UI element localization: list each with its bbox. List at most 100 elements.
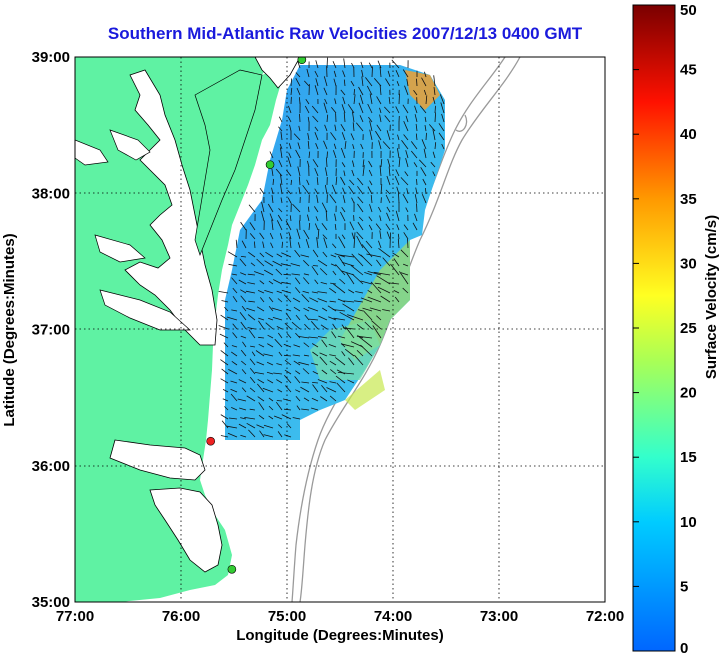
velocity-vector — [256, 306, 265, 312]
velocity-vector — [304, 80, 310, 87]
velocity-vector — [303, 342, 310, 348]
velocity-vector — [342, 327, 355, 330]
velocity-vector — [330, 106, 337, 114]
velocity-vector — [321, 384, 328, 393]
velocity-vector — [380, 184, 383, 195]
velocity-vector — [364, 321, 373, 330]
velocity-vector — [386, 130, 391, 141]
velocity-vector — [379, 85, 382, 96]
velocity-vector — [295, 370, 301, 375]
velocity-vector — [312, 382, 319, 384]
velocity-vector — [311, 266, 319, 276]
velocity-vector — [317, 379, 328, 384]
velocity-vector — [307, 160, 310, 168]
velocity-vector — [288, 143, 292, 150]
velocity-vector — [294, 287, 301, 294]
velocity-vector — [341, 351, 346, 357]
velocity-vector — [343, 58, 346, 69]
velocity-vector — [333, 70, 337, 78]
velocity-vector — [281, 241, 283, 249]
velocity-vector — [369, 307, 382, 312]
velocity-vector — [347, 379, 355, 384]
velocity-vector — [339, 278, 346, 285]
velocity-vector — [290, 263, 301, 267]
velocity-vector — [232, 323, 238, 330]
velocity-vector — [232, 332, 238, 339]
velocity-vector — [274, 338, 283, 348]
velocity-vector — [319, 356, 328, 366]
velocity-vector — [394, 296, 400, 303]
velocity-vector — [330, 263, 337, 267]
velocity-vector — [393, 258, 400, 267]
velocity-vector — [258, 343, 265, 348]
velocity-vector — [293, 344, 301, 348]
velocity-vector — [359, 94, 364, 105]
velocity-vector — [360, 297, 373, 303]
velocity-vector — [317, 291, 328, 294]
velocity-vector — [432, 171, 436, 177]
velocity-vector — [384, 115, 391, 123]
velocity-vector — [360, 254, 373, 267]
velocity-vector — [342, 303, 355, 312]
velocity-vector — [280, 263, 292, 267]
velocity-vector — [368, 160, 373, 168]
velocity-vector — [247, 273, 256, 276]
velocity-vector — [369, 120, 373, 132]
velocity-vector — [306, 179, 310, 186]
velocity-vector — [369, 129, 373, 141]
velocity-vector — [250, 345, 256, 348]
velocity-vector — [324, 124, 328, 132]
velocity-vector — [278, 116, 283, 123]
velocity-vector — [434, 105, 436, 114]
velocity-vector — [281, 289, 292, 294]
colorbar-label: Surface Velocity (cm/s) — [703, 215, 720, 379]
velocity-vector — [246, 395, 256, 402]
velocity-vector — [278, 424, 283, 429]
velocity-vector — [384, 106, 391, 114]
velocity-vector — [230, 393, 238, 402]
velocity-vector — [337, 335, 346, 339]
velocity-vector — [284, 359, 292, 366]
velocity-vector — [410, 150, 418, 159]
velocity-vector — [340, 176, 346, 186]
velocity-vector — [240, 335, 247, 339]
velocity-vector — [324, 184, 328, 195]
velocity-vector — [357, 309, 364, 312]
velocity-vector — [420, 167, 427, 177]
velocity-vector — [314, 167, 319, 177]
velocity-vector — [224, 406, 229, 411]
chart-title: Southern Mid-Atlantic Raw Velocities 200… — [108, 24, 583, 43]
velocity-vector — [273, 279, 283, 285]
velocity-vector — [260, 210, 265, 222]
velocity-vector — [361, 69, 364, 78]
velocity-vector — [351, 253, 364, 267]
velocity-vector — [221, 368, 229, 375]
velocity-vector — [294, 376, 301, 384]
velocity-vector — [309, 297, 319, 303]
velocity-vector — [294, 249, 301, 258]
velocity-vector — [368, 224, 373, 231]
velocity-vector — [348, 185, 355, 195]
y-tick-labels: 39:00 38:00 37:00 36:00 35:00 — [32, 49, 70, 611]
colorbar-tick-label: 35 — [680, 191, 697, 208]
rappahannock-river — [94, 234, 146, 263]
velocity-vector — [259, 297, 265, 303]
velocity-vector — [290, 78, 292, 87]
velocity-vector — [268, 296, 274, 303]
velocity-vector — [259, 232, 265, 240]
velocity-vector — [328, 344, 337, 348]
velocity-vector — [354, 354, 364, 366]
velocity-vector — [352, 122, 355, 132]
velocity-vector — [248, 251, 256, 258]
velocity-vector — [329, 287, 337, 294]
velocity-vector — [319, 268, 328, 276]
velocity-vector — [292, 297, 301, 303]
velocity-vector — [265, 322, 274, 330]
velocity-vector — [267, 203, 274, 213]
velocity-vector — [220, 350, 229, 357]
velocity-vector — [304, 314, 310, 321]
velocity-vector — [314, 132, 319, 141]
velocity-vector — [386, 206, 391, 213]
velocity-vector — [396, 224, 400, 231]
velocity-vector — [374, 282, 382, 285]
